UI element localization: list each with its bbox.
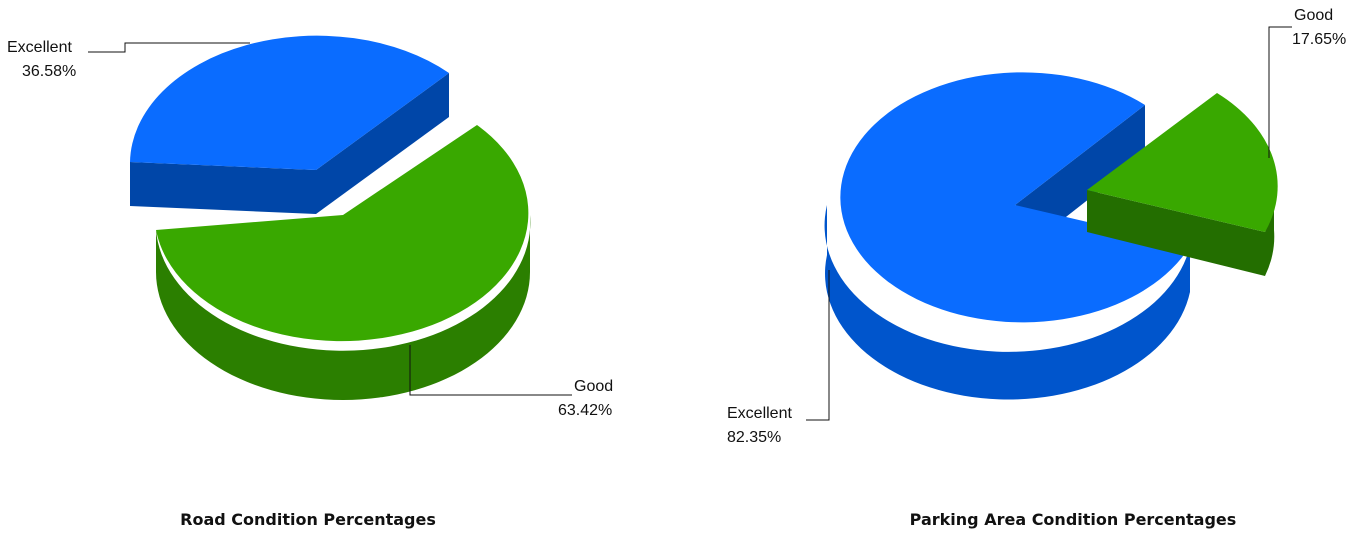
pie-slice-road-excellent-top [130, 35, 449, 170]
label-road-good-name: Good [574, 378, 613, 395]
pie-slice-road-excellent [130, 35, 449, 214]
label-parking-excellent-name: Excellent [727, 405, 792, 422]
chart-parking-condition: Good 17.65% Excellent 82.35% Parking Are… [727, 7, 1346, 529]
pie-slice-road-good-side [156, 215, 531, 400]
label-parking-good-value: 17.65% [1292, 31, 1346, 48]
pie-slice-road-excellent-side-right [316, 73, 449, 214]
pie-slice-parking-good [1087, 93, 1278, 276]
label-parking-good-name: Good [1294, 7, 1333, 24]
chart-title-parking: Parking Area Condition Percentages [910, 510, 1237, 529]
label-road-excellent-value: 36.58% [22, 63, 76, 80]
pie-slice-parking-good-side-right [1265, 190, 1275, 276]
leader-road-good [409, 345, 572, 396]
chart-title-road: Road Condition Percentages [180, 510, 436, 529]
pie-slice-parking-good-top [1087, 93, 1278, 232]
pie-slice-parking-excellent-side [824, 205, 1190, 400]
label-road-excellent-name: Excellent [7, 39, 72, 56]
pie-slice-road-good [156, 125, 531, 400]
pie-slice-parking-excellent-inner-side [1015, 105, 1145, 224]
leader-parking-excellent [806, 270, 830, 421]
pie-slice-parking-excellent [824, 72, 1190, 400]
pie-slice-road-excellent-side-front [130, 162, 316, 214]
leader-road-excellent [88, 42, 250, 53]
label-road-good-value: 63.42% [558, 402, 612, 419]
chart-road-condition: Excellent 36.58% Good 63.42% Road Condit… [7, 35, 613, 529]
pie-slice-parking-good-side-front [1087, 190, 1265, 276]
label-parking-excellent-value: 82.35% [727, 429, 781, 446]
pie-slice-parking-excellent-top [840, 72, 1190, 323]
leader-parking-good [1268, 26, 1292, 158]
pie-slice-road-good-top [156, 125, 529, 342]
